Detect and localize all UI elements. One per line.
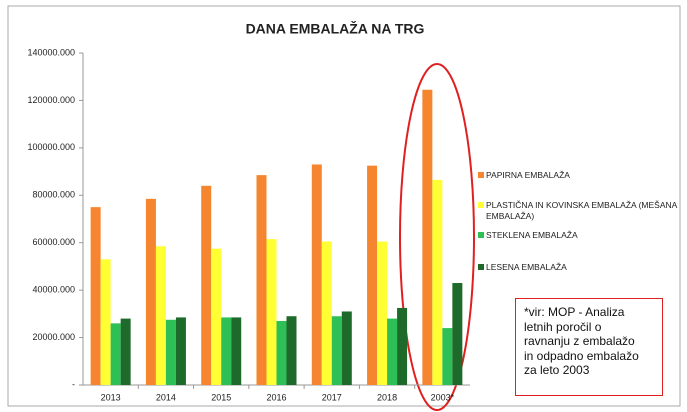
bar	[211, 248, 222, 385]
bar	[100, 259, 111, 385]
y-tick-label: 20000.000	[32, 332, 75, 342]
bar	[221, 317, 232, 385]
bar	[155, 246, 166, 385]
bar	[452, 283, 463, 385]
bar	[145, 198, 156, 385]
legend-swatch	[478, 202, 484, 208]
y-tick-label: 120000.000	[27, 95, 75, 105]
legend-item: PAPIRNA EMBALAŽA	[478, 170, 681, 181]
bar	[321, 241, 332, 385]
annotation-line: ravnanju z embalažo	[524, 334, 635, 348]
bar	[120, 318, 131, 385]
legend-swatch	[478, 264, 484, 270]
bar	[201, 185, 212, 385]
x-tick-label: 2017	[322, 392, 342, 402]
highlight-ellipse	[399, 63, 475, 411]
annotation-box: *vir: MOP - Analiza letnih poročil o ravna…	[515, 298, 663, 396]
bar	[331, 316, 342, 385]
y-tick-label: 60000.000	[32, 237, 75, 247]
x-tick-label: 2016	[266, 392, 286, 402]
bar	[397, 307, 408, 385]
bar	[231, 317, 242, 385]
bar	[387, 318, 398, 385]
bar	[266, 239, 277, 385]
bar	[442, 328, 453, 385]
bar	[110, 323, 121, 385]
legend-swatch	[478, 232, 484, 238]
y-tick-label: 100000.000	[27, 142, 75, 152]
x-tick-label: 2013	[101, 392, 121, 402]
x-tick-label: 2015	[211, 392, 231, 402]
chart-frame	[7, 5, 681, 407]
chart-title: DANA EMBALAŽA NA TRG	[246, 20, 425, 37]
bar	[165, 319, 176, 385]
legend-label: LESENA EMBALAŽA	[486, 262, 567, 272]
annotation-line: za leto 2003	[524, 363, 590, 377]
y-tick-label: -	[72, 379, 75, 389]
legend-item: PLASTIČNA IN KOVINSKA EMBALAŽA (MEŠANA E…	[478, 200, 681, 222]
annotation-line: in odpadno embalažo	[524, 348, 639, 363]
bar	[256, 175, 267, 385]
x-tick-label: 2018	[377, 392, 397, 402]
bar	[367, 165, 378, 385]
bar	[286, 316, 297, 385]
annotation-line: *vir: MOP - Analiza	[524, 305, 625, 319]
bar	[311, 164, 322, 385]
bar	[175, 317, 186, 385]
legend-label: PAPIRNA EMBALAŽA	[486, 170, 570, 180]
legend-label: STEKLENA EMBALAŽA	[486, 230, 578, 240]
bar	[276, 320, 287, 385]
x-tick-label: 2014	[156, 392, 176, 402]
x-tick-label: 2003*	[431, 392, 455, 402]
legend-item: STEKLENA EMBALAŽA	[478, 230, 681, 241]
annotation-line: letnih poročil o	[524, 319, 602, 334]
y-tick-label: 80000.000	[32, 190, 75, 200]
legend-item: LESENA EMBALAŽA	[478, 262, 681, 273]
bar	[377, 241, 388, 385]
bar	[341, 311, 352, 385]
legend-swatch	[478, 172, 484, 178]
bar	[422, 89, 433, 385]
y-tick-label: 140000.000	[27, 47, 75, 57]
bar	[432, 179, 443, 385]
bar	[90, 207, 101, 385]
legend-label: PLASTIČNA IN KOVINSKA EMBALAŽA (MEŠANA E…	[486, 200, 677, 221]
y-tick-label: 40000.000	[32, 285, 75, 295]
